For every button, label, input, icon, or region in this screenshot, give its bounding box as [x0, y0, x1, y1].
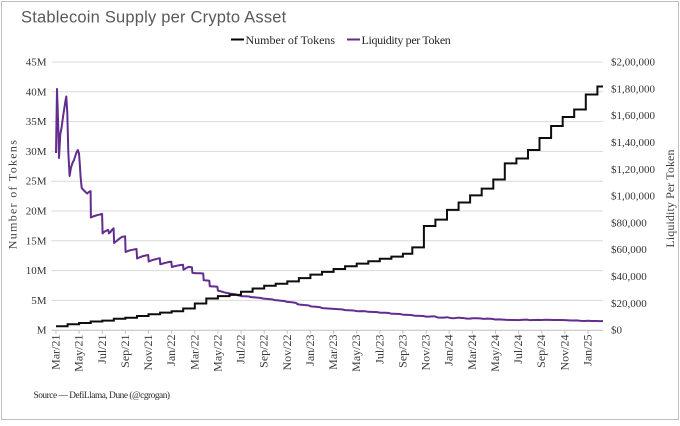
svg-text:Liquidity Per Token: Liquidity Per Token — [663, 149, 677, 247]
svg-text:Sep/23: Sep/23 — [395, 335, 409, 368]
svg-text:$40,000: $40,000 — [611, 271, 647, 283]
svg-text:Mar/21: Mar/21 — [49, 335, 63, 370]
svg-text:Jul/24: Jul/24 — [511, 335, 525, 364]
svg-text:May/21: May/21 — [72, 335, 86, 372]
svg-text:Jul/22: Jul/22 — [234, 335, 248, 364]
svg-text:$20,000: $20,000 — [611, 298, 647, 310]
svg-text:Nov/23: Nov/23 — [419, 335, 433, 371]
svg-text:M: M — [37, 325, 47, 337]
svg-text:$1,80,000: $1,80,000 — [611, 83, 656, 95]
svg-text:Jul/21: Jul/21 — [95, 335, 109, 364]
svg-text:15M: 15M — [26, 235, 47, 247]
svg-text:$80,000: $80,000 — [611, 217, 647, 229]
svg-text:Number of Tokens: Number of Tokens — [246, 33, 336, 47]
svg-text:35M: 35M — [26, 116, 47, 128]
svg-text:Jan/23: Jan/23 — [303, 335, 317, 366]
svg-text:30M: 30M — [26, 146, 47, 158]
svg-text:May/22: May/22 — [210, 335, 224, 372]
svg-text:$1,40,000: $1,40,000 — [611, 137, 656, 149]
svg-text:Nov/24: Nov/24 — [557, 335, 571, 371]
svg-text:Sep/22: Sep/22 — [257, 335, 271, 368]
svg-text:45M: 45M — [26, 57, 47, 69]
svg-text:Liquidity per Token: Liquidity per Token — [362, 33, 451, 47]
svg-text:Nov/21: Nov/21 — [141, 335, 155, 371]
svg-text:Number of Tokens: Number of Tokens — [6, 139, 20, 249]
svg-text:Mar/23: Mar/23 — [326, 335, 340, 370]
svg-text:10M: 10M — [26, 265, 47, 277]
svg-text:$2,00,000: $2,00,000 — [611, 57, 656, 69]
svg-text:Stablecoin Supply per Crypto A: Stablecoin Supply per Crypto Asset — [21, 8, 287, 26]
svg-text:$1,60,000: $1,60,000 — [611, 110, 656, 122]
svg-text:May/23: May/23 — [349, 335, 363, 372]
svg-text:Jul/23: Jul/23 — [372, 335, 386, 364]
svg-text:Sep/21: Sep/21 — [118, 335, 132, 368]
svg-text:Source — DefiLlama, Dune (@cgr: Source — DefiLlama, Dune (@cgrogan) — [34, 390, 170, 401]
svg-text:5M: 5M — [31, 295, 47, 307]
svg-text:May/24: May/24 — [488, 335, 502, 372]
svg-text:Jan/22: Jan/22 — [164, 335, 178, 366]
svg-text:$60,000: $60,000 — [611, 244, 647, 256]
svg-text:Mar/22: Mar/22 — [187, 335, 201, 370]
svg-text:$1,20,000: $1,20,000 — [611, 164, 656, 176]
svg-text:$1,00,000: $1,00,000 — [611, 191, 656, 203]
svg-text:Sep/24: Sep/24 — [534, 335, 548, 368]
svg-text:Jan/25: Jan/25 — [581, 335, 595, 366]
svg-text:25M: 25M — [26, 176, 47, 188]
svg-text:Jan/24: Jan/24 — [442, 335, 456, 366]
svg-text:Nov/22: Nov/22 — [280, 335, 294, 371]
svg-text:20M: 20M — [26, 206, 47, 218]
svg-text:Mar/24: Mar/24 — [465, 335, 479, 370]
svg-text:40M: 40M — [26, 86, 47, 98]
svg-text:$0: $0 — [611, 325, 623, 337]
